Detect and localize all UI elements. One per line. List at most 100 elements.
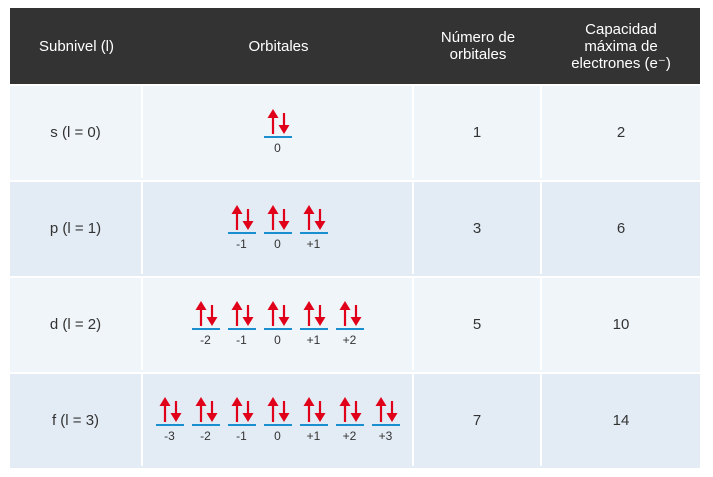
spin-down-arrow-icon [386,401,397,422]
capacidad-cell: 14 [612,411,630,429]
orbital-line [155,424,184,426]
magnetic-number-label: +1 [306,429,321,443]
spin-up-arrow-icon [267,109,278,134]
subnivel-cell: f (l = 3) [10,374,143,466]
spin-up-arrow-icon [267,205,278,230]
spin-down-arrow-icon [314,305,325,326]
numero-cell: 7 [414,374,542,466]
electron-pair-icon [339,301,361,326]
electron-pair-icon [267,301,289,326]
orbitales-cell: 0 [143,86,414,178]
capacidad-cell: 6 [616,219,626,237]
orbital-line [299,232,328,234]
orbital-box: 0 [263,205,292,251]
numero-cell: 3 [414,182,542,274]
electron-pair-icon [267,109,289,134]
orbital-box: +1 [299,205,328,251]
orbital-box: -1 [227,205,256,251]
orbital-box: +2 [335,397,364,443]
table-row: f (l = 3) -3 -2 -1 0 +1 +2 +3 7 14 [10,372,700,468]
electron-pair-icon [303,397,325,422]
header-capacidad: Capacidad máxima de electrones (e⁻) [542,8,700,84]
header-numero-line2: orbitales [449,46,507,63]
spin-down-arrow-icon [314,209,325,230]
orbital-box: 0 [263,397,292,443]
spin-up-arrow-icon [303,301,314,326]
orbital-line [191,424,220,426]
spin-up-arrow-icon [159,397,170,422]
electron-pair-icon [303,205,325,230]
spin-up-arrow-icon [231,205,242,230]
orbital-box: 0 [263,301,292,347]
spin-up-arrow-icon [195,301,206,326]
electron-pair-icon [339,397,361,422]
orbitales-cell: -1 0 +1 [143,182,414,274]
orbital-box: 0 [263,109,292,155]
orbital-box: +3 [371,397,400,443]
orbital-box: +1 [299,397,328,443]
numero-cell: 1 [414,86,542,178]
spin-down-arrow-icon [242,305,253,326]
orbital-box: -2 [191,397,220,443]
orbital-line [335,424,364,426]
orbital-group: -3 -2 -1 0 +1 +2 +3 [155,397,400,443]
orbital-box: +1 [299,301,328,347]
orbital-group: -1 0 +1 [227,205,328,251]
magnetic-number-label: 0 [274,429,281,443]
magnetic-number-label: +3 [378,429,393,443]
magnetic-number-label: -1 [236,237,247,251]
orbital-line [335,328,364,330]
subnivel-cell: d (l = 2) [10,278,143,370]
electron-pair-icon [231,301,253,326]
spin-down-arrow-icon [278,401,289,422]
spin-down-arrow-icon [278,209,289,230]
magnetic-number-label: +1 [306,333,321,347]
spin-down-arrow-icon [278,305,289,326]
spin-down-arrow-icon [242,401,253,422]
spin-up-arrow-icon [267,397,278,422]
orbital-line [227,424,256,426]
header-numero-orbitales: Número de orbitales [414,8,542,84]
table-row: p (l = 1) -1 0 +1 3 6 [10,180,700,276]
orbital-line [191,328,220,330]
electron-pair-icon [195,397,217,422]
magnetic-number-label: 0 [274,333,281,347]
table-row: s (l = 0) 0 1 2 [10,84,700,180]
spin-up-arrow-icon [195,397,206,422]
numero-cell: 5 [414,278,542,370]
capacidad-cell: 2 [616,123,626,141]
subnivel-cell: p (l = 1) [10,182,143,274]
electron-pair-icon [195,301,217,326]
header-capacidad-line3: electrones (e⁻) [571,54,671,72]
header-capacidad-line1: Capacidad [585,20,657,38]
orbital-line [371,424,400,426]
table-header: Subnivel (l) Orbitales Número de orbital… [10,8,700,84]
spin-down-arrow-icon [350,305,361,326]
orbital-box: -2 [191,301,220,347]
spin-up-arrow-icon [231,397,242,422]
electron-pair-icon [231,397,253,422]
magnetic-number-label: +2 [342,429,357,443]
orbital-line [263,424,292,426]
electron-pair-icon [159,397,181,422]
orbital-box: -1 [227,301,256,347]
orbital-box: -3 [155,397,184,443]
table-row: d (l = 2) -2 -1 0 +1 +2 5 10 [10,276,700,372]
header-numero-line1: Número de [440,29,516,46]
spin-down-arrow-icon [278,113,289,134]
spin-up-arrow-icon [339,397,350,422]
spin-up-arrow-icon [375,397,386,422]
orbital-line [263,232,292,234]
magnetic-number-label: +2 [342,333,357,347]
orbital-group: -2 -1 0 +1 +2 [191,301,364,347]
spin-up-arrow-icon [303,205,314,230]
magnetic-number-label: -1 [236,429,247,443]
header-subnivel: Subnivel (l) [38,37,115,55]
orbital-line [263,136,292,138]
electron-pair-icon [231,205,253,230]
magnetic-number-label: -2 [200,333,211,347]
spin-up-arrow-icon [339,301,350,326]
orbital-group: 0 [263,109,292,155]
magnetic-number-label: -2 [200,429,211,443]
spin-up-arrow-icon [231,301,242,326]
